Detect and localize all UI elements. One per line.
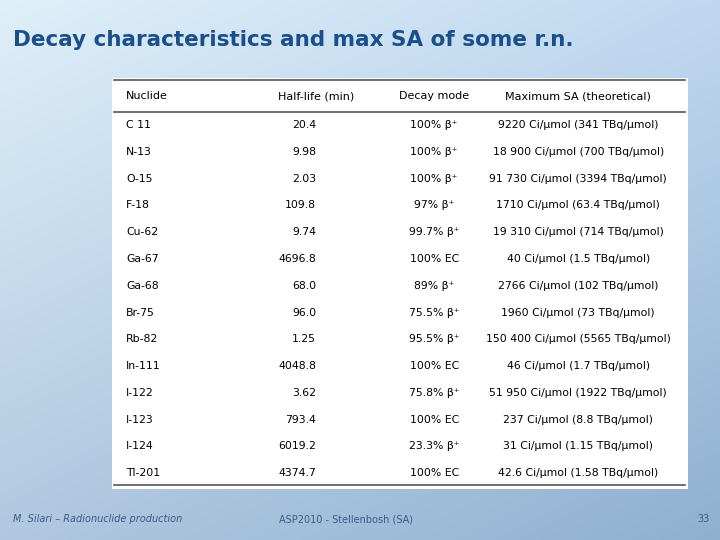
Text: Cu-62: Cu-62	[126, 227, 158, 237]
Text: 109.8: 109.8	[285, 200, 316, 211]
Text: 20.4: 20.4	[292, 120, 316, 130]
Text: 100% EC: 100% EC	[410, 415, 459, 424]
Text: 100% EC: 100% EC	[410, 254, 459, 264]
Text: M. Silari – Radionuclide production: M. Silari – Radionuclide production	[13, 515, 182, 524]
Text: 33: 33	[697, 515, 709, 524]
Text: 75.8% β⁺: 75.8% β⁺	[409, 388, 459, 398]
Text: 2.03: 2.03	[292, 174, 316, 184]
Text: Ga-68: Ga-68	[126, 281, 158, 291]
Text: 1.25: 1.25	[292, 334, 316, 345]
Text: 23.3% β⁺: 23.3% β⁺	[409, 441, 459, 451]
Text: 95.5% β⁺: 95.5% β⁺	[409, 334, 459, 345]
Text: 100% EC: 100% EC	[410, 361, 459, 371]
Text: 100% EC: 100% EC	[410, 468, 459, 478]
Text: 793.4: 793.4	[285, 415, 316, 424]
Text: 100% β⁺: 100% β⁺	[410, 120, 458, 130]
Text: 3.62: 3.62	[292, 388, 316, 398]
Text: 1710 Ci/μmol (63.4 TBq/μmol): 1710 Ci/μmol (63.4 TBq/μmol)	[496, 200, 660, 211]
Text: 237 Ci/μmol (8.8 TBq/μmol): 237 Ci/μmol (8.8 TBq/μmol)	[503, 415, 653, 424]
Text: 4696.8: 4696.8	[279, 254, 316, 264]
Text: 19 310 Ci/μmol (714 TBq/μmol): 19 310 Ci/μmol (714 TBq/μmol)	[492, 227, 664, 237]
Text: 42.6 Ci/μmol (1.58 TBq/μmol): 42.6 Ci/μmol (1.58 TBq/μmol)	[498, 468, 658, 478]
Text: 75.5% β⁺: 75.5% β⁺	[409, 308, 459, 318]
Text: Br-75: Br-75	[126, 308, 155, 318]
Text: Half-life (min): Half-life (min)	[278, 91, 354, 101]
Text: F-18: F-18	[126, 200, 150, 211]
Text: N-13: N-13	[126, 147, 152, 157]
Text: 46 Ci/μmol (1.7 TBq/μmol): 46 Ci/μmol (1.7 TBq/μmol)	[507, 361, 649, 371]
Text: 6019.2: 6019.2	[278, 441, 316, 451]
Text: 51 950 Ci/μmol (1922 TBq/μmol): 51 950 Ci/μmol (1922 TBq/μmol)	[490, 388, 667, 398]
Text: Rb-82: Rb-82	[126, 334, 158, 345]
Text: ASP2010 - Stellenbosh (SA): ASP2010 - Stellenbosh (SA)	[279, 515, 413, 524]
Text: 4374.7: 4374.7	[279, 468, 316, 478]
Text: O-15: O-15	[126, 174, 153, 184]
Text: 1960 Ci/μmol (73 TBq/μmol): 1960 Ci/μmol (73 TBq/μmol)	[501, 308, 655, 318]
FancyBboxPatch shape	[112, 78, 688, 489]
Text: Maximum SA (theoretical): Maximum SA (theoretical)	[505, 91, 651, 101]
Text: I-124: I-124	[126, 441, 154, 451]
Text: Tl-201: Tl-201	[126, 468, 160, 478]
Text: 9.74: 9.74	[292, 227, 316, 237]
Text: I-123: I-123	[126, 415, 154, 424]
Text: Decay mode: Decay mode	[399, 91, 469, 101]
Text: 31 Ci/μmol (1.15 TBq/μmol): 31 Ci/μmol (1.15 TBq/μmol)	[503, 441, 653, 451]
Text: 100% β⁺: 100% β⁺	[410, 174, 458, 184]
Text: Decay characteristics and max SA of some r.n.: Decay characteristics and max SA of some…	[13, 30, 574, 50]
Text: 68.0: 68.0	[292, 281, 316, 291]
Text: 9.98: 9.98	[292, 147, 316, 157]
Text: 97% β⁺: 97% β⁺	[414, 200, 454, 211]
Text: 4048.8: 4048.8	[278, 361, 316, 371]
Text: Nuclide: Nuclide	[126, 91, 168, 101]
Text: 9220 Ci/μmol (341 TBq/μmol): 9220 Ci/μmol (341 TBq/μmol)	[498, 120, 658, 130]
Text: 18 900 Ci/μmol (700 TBq/μmol): 18 900 Ci/μmol (700 TBq/μmol)	[492, 147, 664, 157]
Text: I-122: I-122	[126, 388, 154, 398]
Text: 96.0: 96.0	[292, 308, 316, 318]
Text: 99.7% β⁺: 99.7% β⁺	[409, 227, 459, 237]
Text: C 11: C 11	[126, 120, 151, 130]
Text: 89% β⁺: 89% β⁺	[414, 281, 454, 291]
Text: 91 730 Ci/μmol (3394 TBq/μmol): 91 730 Ci/μmol (3394 TBq/μmol)	[490, 174, 667, 184]
Text: 150 400 Ci/μmol (5565 TBq/μmol): 150 400 Ci/μmol (5565 TBq/μmol)	[486, 334, 670, 345]
Text: In-111: In-111	[126, 361, 161, 371]
Text: 2766 Ci/μmol (102 TBq/μmol): 2766 Ci/μmol (102 TBq/μmol)	[498, 281, 658, 291]
Text: Ga-67: Ga-67	[126, 254, 158, 264]
Text: 100% β⁺: 100% β⁺	[410, 147, 458, 157]
Text: 40 Ci/μmol (1.5 TBq/μmol): 40 Ci/μmol (1.5 TBq/μmol)	[507, 254, 649, 264]
